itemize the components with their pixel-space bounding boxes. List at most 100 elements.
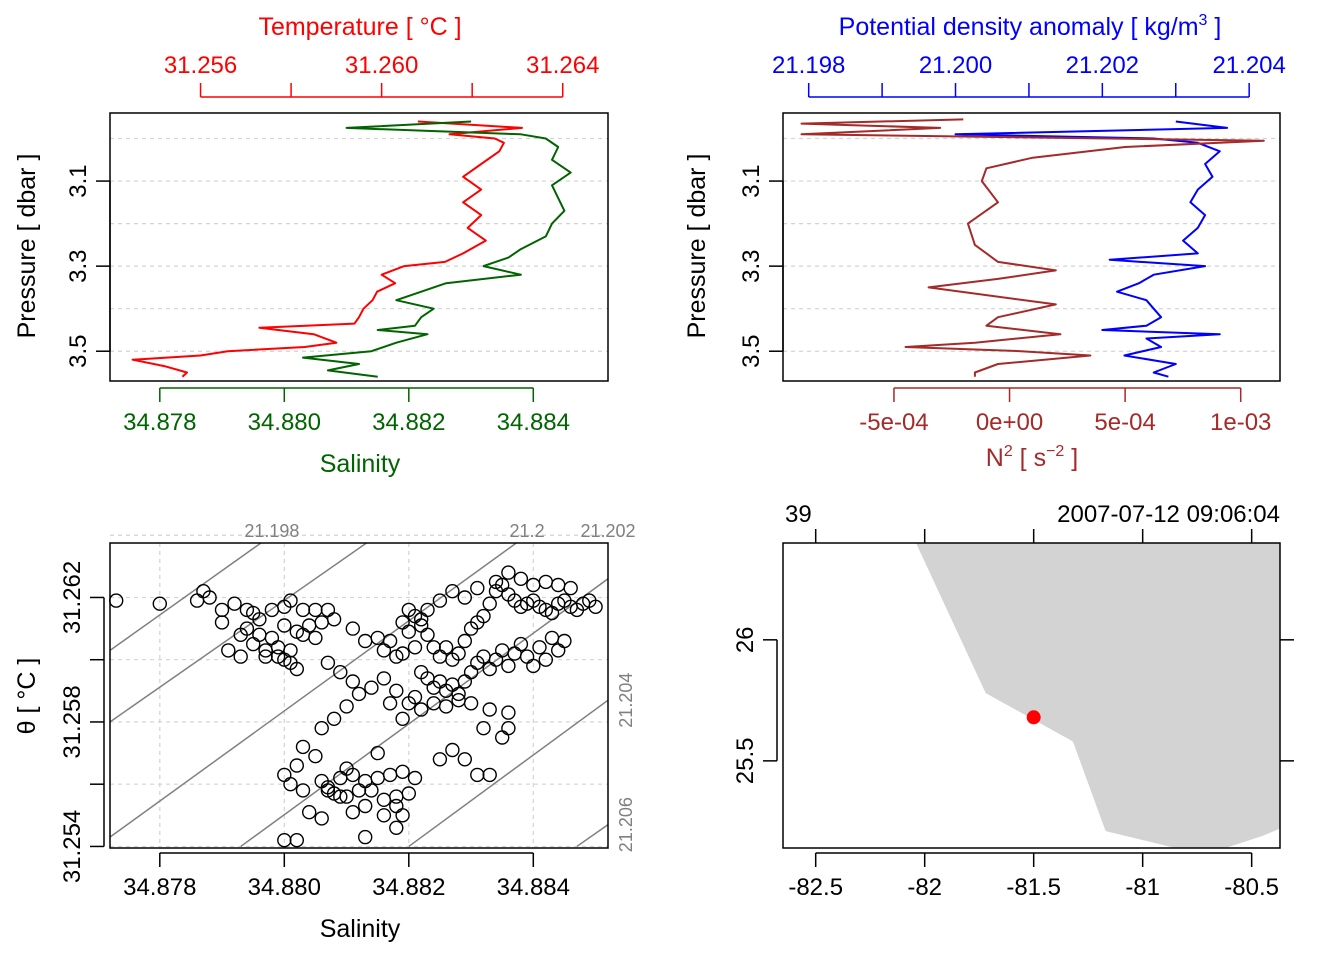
ts-point [482, 596, 497, 611]
density-axis-tick-label: 21.200 [919, 52, 992, 79]
ts-point [295, 739, 311, 755]
temperature-profile-line [131, 120, 523, 378]
ts-point [326, 612, 342, 627]
ts-point [470, 767, 485, 783]
ts-point [314, 721, 329, 736]
ts-point [108, 593, 124, 608]
ts-point [563, 580, 578, 596]
ts-point [495, 730, 510, 745]
ts-point [532, 640, 547, 655]
density-n2-profile-panel: Potential density anomaly [ kg/m3 ] N2 [… [683, 12, 1286, 472]
salinity-axis-tick-label: 34.878 [123, 409, 196, 436]
ts-point [376, 808, 392, 823]
ts-point [382, 767, 398, 783]
ts-point [358, 773, 373, 789]
ts-point [320, 602, 336, 618]
isopycnal-line [576, 824, 608, 848]
ts-point [457, 633, 472, 649]
ts-point [295, 783, 311, 798]
density-profile-line [954, 120, 1229, 378]
ts-point [152, 596, 168, 611]
ts-frame [109, 542, 609, 849]
latitude-axis-tick-label: 26 [732, 626, 759, 653]
longitude-axis-tick-label: -80.5 [1224, 874, 1279, 901]
longitude-axis-tick-label: -81.5 [1006, 874, 1061, 901]
ts-salinity-axis-tick-label: 34.882 [372, 874, 445, 901]
ts-point [501, 658, 516, 674]
density-axis-title-sup: 3 [1199, 12, 1208, 29]
longitude-axis-tick-label: -82 [907, 874, 942, 901]
ts-point [283, 777, 298, 792]
ts-point [289, 833, 304, 848]
ts-point [432, 593, 448, 608]
n2-axis-tick-label: 1e-03 [1210, 409, 1271, 436]
ts-point [227, 596, 242, 611]
ts-point [432, 649, 448, 664]
ts-point [551, 577, 566, 593]
isopycnal-line [110, 543, 518, 838]
ts-point [245, 636, 261, 652]
isopycnal-label: 21.204 [616, 673, 636, 728]
ts-point [339, 699, 354, 714]
ts-point [513, 571, 529, 586]
ts-point [389, 798, 404, 814]
ts-point [333, 789, 348, 804]
ts-point [395, 808, 410, 823]
station-number-label: 39 [785, 501, 812, 528]
isopycnal-line [110, 543, 263, 651]
ts-point [507, 646, 522, 661]
ts-point [407, 770, 423, 786]
ts-point [513, 636, 529, 652]
ts-point [370, 770, 385, 786]
ts-point [401, 786, 416, 801]
ts-point [457, 752, 472, 767]
ts-point [202, 590, 217, 605]
ts-point [295, 602, 311, 618]
ts-point [308, 602, 323, 618]
density-axis-title-main: Potential density anomaly [ kg/m [839, 13, 1199, 41]
ts-point [414, 612, 429, 627]
ts-point [264, 630, 280, 646]
ts-point [538, 574, 553, 590]
ts-points-group [108, 565, 603, 848]
temperature-axis-title: Temperature [ °C ] [258, 13, 461, 41]
ts-point [351, 686, 367, 702]
ts-point [351, 783, 367, 798]
ts-point [314, 615, 329, 630]
pressure-axis-tick-label: 3.5 [738, 335, 765, 368]
ts-point [382, 696, 398, 711]
ts-point [551, 643, 566, 658]
ts-point [358, 798, 373, 814]
density-axis-tick-label: 21.198 [772, 52, 845, 79]
ts-point [389, 820, 404, 835]
ts-point [420, 627, 435, 642]
pressure-axis-tick-label: 3.1 [65, 164, 92, 197]
ts-point [463, 665, 479, 680]
ts-point [302, 805, 317, 820]
ts-point [320, 780, 336, 795]
profile-frame [109, 112, 609, 382]
ts-point [214, 602, 230, 618]
ts-point [314, 811, 329, 826]
ts-point [252, 627, 267, 642]
ts-point [339, 789, 354, 804]
ts-point [289, 661, 304, 677]
ts-point [382, 633, 398, 649]
isopycnal-label: 21.206 [616, 797, 636, 852]
ts-point [320, 655, 336, 670]
ts-point [308, 630, 323, 646]
pressure-axis-tick-label: 3.3 [738, 249, 765, 282]
theta-axis-tick-label: 31.262 [59, 561, 86, 634]
n2-axis-title-end: ] [1064, 444, 1078, 472]
ts-point [407, 640, 423, 655]
ts-point [189, 593, 205, 608]
density-axis-tick-label: 21.202 [1066, 52, 1139, 79]
ts-point [588, 599, 603, 614]
ts-point [482, 767, 497, 783]
n2-axis-title-sup: 2 [1004, 443, 1013, 460]
land-polygon [916, 543, 1280, 848]
longitude-axis-tick-label: -82.5 [788, 874, 843, 901]
ts-point [345, 805, 360, 820]
ts-point [233, 627, 248, 642]
